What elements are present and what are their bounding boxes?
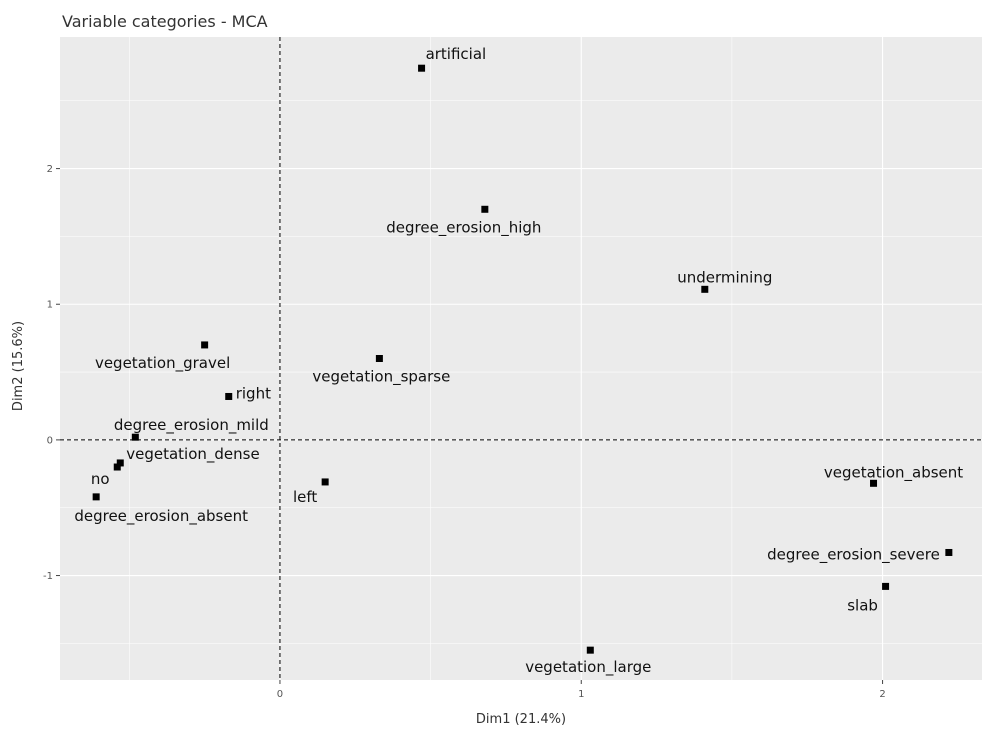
- point-artificial: [418, 64, 426, 72]
- point-slab: [882, 582, 890, 590]
- label-vegetation_large: vegetation_large: [525, 658, 651, 677]
- y-tick-label: -1: [43, 571, 53, 582]
- label-degree_erosion_absent: degree_erosion_absent: [74, 507, 248, 526]
- label-slab: slab: [847, 596, 878, 614]
- y-axis-ticks: -1 0 1 2: [43, 164, 60, 582]
- point-labels: artificial degree_erosion_high undermining…: [74, 45, 963, 677]
- label-left: left: [293, 488, 317, 506]
- label-vegetation_sparse: vegetation_sparse: [312, 368, 450, 387]
- point-vegetation_large: [586, 646, 594, 654]
- label-vegetation_absent: vegetation_absent: [824, 463, 963, 482]
- label-no: no: [91, 470, 110, 488]
- point-right: [225, 392, 233, 400]
- point-left: [321, 478, 329, 486]
- data-points: [92, 64, 953, 654]
- point-undermining: [701, 285, 709, 293]
- x-axis-ticks: 0 1 2: [277, 680, 886, 700]
- minor-gridlines: [60, 37, 982, 680]
- label-vegetation_dense: vegetation_dense: [126, 445, 259, 464]
- label-degree_erosion_high: degree_erosion_high: [386, 218, 541, 237]
- label-vegetation_gravel: vegetation_gravel: [95, 354, 230, 373]
- x-tick-label: 2: [879, 689, 885, 700]
- x-axis-title: Dim1 (21.4%): [476, 712, 566, 727]
- label-degree_erosion_severe: degree_erosion_severe: [767, 545, 940, 564]
- point-degree_erosion_severe: [945, 548, 953, 556]
- x-tick-label: 0: [277, 689, 283, 700]
- chart-title: Variable categories - MCA: [62, 12, 268, 31]
- point-degree_erosion_absent: [92, 493, 100, 501]
- x-tick-label: 1: [578, 689, 584, 700]
- label-right: right: [236, 384, 271, 402]
- point-vegetation_dense: [116, 459, 124, 467]
- point-vegetation_sparse: [375, 355, 383, 362]
- reference-lines: [60, 37, 982, 680]
- y-tick-label: 2: [47, 164, 53, 175]
- point-no: [113, 463, 121, 471]
- point-degree_erosion_high: [481, 205, 489, 213]
- label-artificial: artificial: [426, 45, 487, 63]
- point-vegetation_gravel: [201, 341, 209, 349]
- label-undermining: undermining: [677, 268, 772, 286]
- y-tick-label: 0: [47, 435, 53, 446]
- y-tick-label: 1: [47, 300, 53, 311]
- y-axis-title: Dim2 (15.6%): [11, 321, 26, 411]
- plot-panel: [60, 37, 982, 680]
- point-degree_erosion_mild: [131, 433, 139, 441]
- point-vegetation_absent: [870, 479, 878, 487]
- label-degree_erosion_mild: degree_erosion_mild: [114, 416, 269, 435]
